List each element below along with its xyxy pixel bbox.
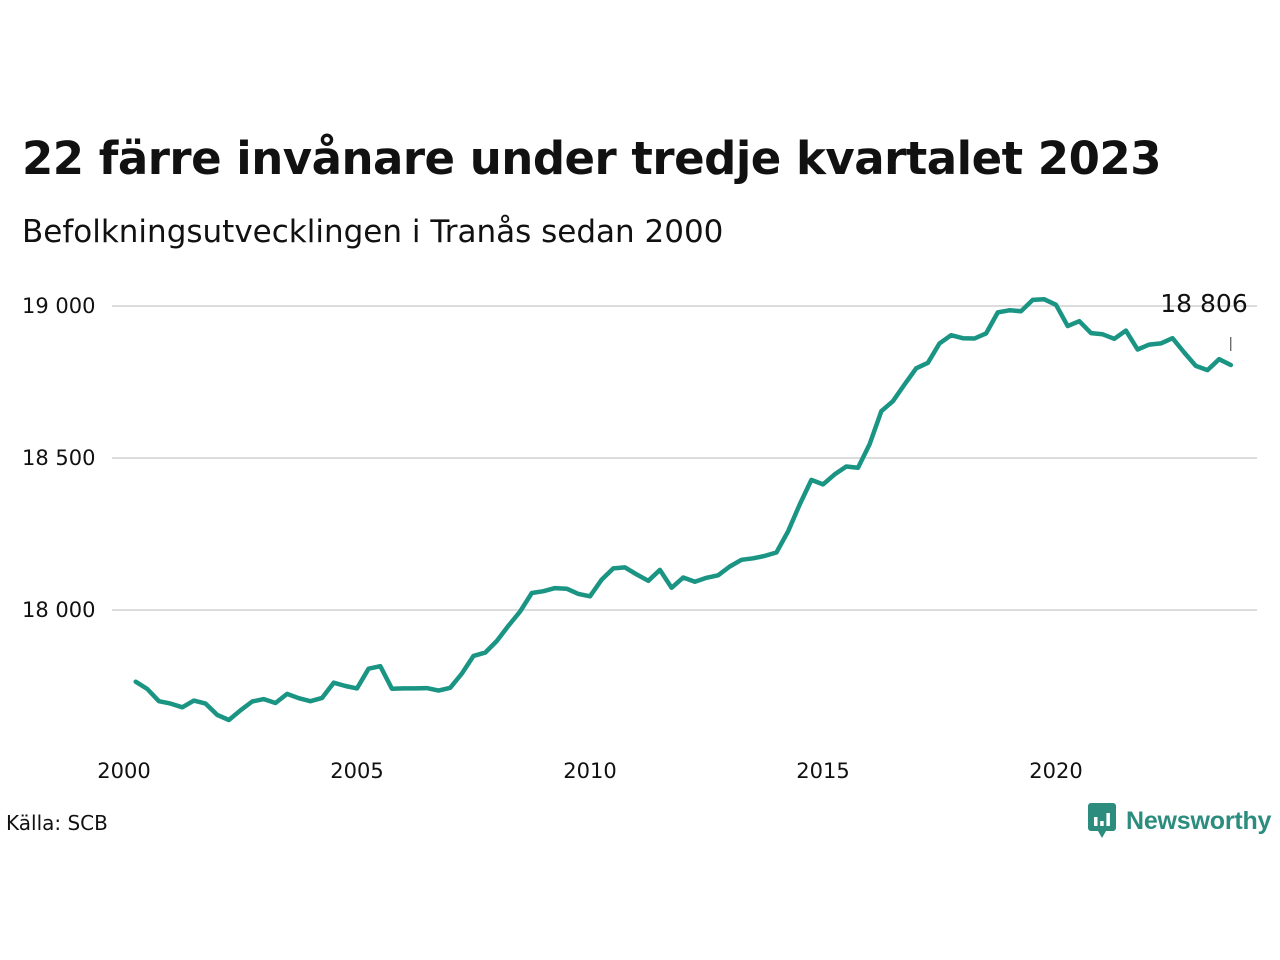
- x-tick-label-2015: 2015: [796, 759, 849, 783]
- last-value-label: 18 806: [1160, 289, 1247, 318]
- chart-title: 22 färre invånare under tredje kvartalet…: [22, 132, 1162, 185]
- chart-subtitle: Befolkningsutvecklingen i Tranås sedan 2…: [22, 214, 724, 250]
- brand-name: Newsworthy: [1126, 806, 1272, 835]
- newsworthy-logo-icon: [1088, 803, 1116, 838]
- x-tick-label-2010: 2010: [563, 759, 616, 783]
- y-tick-label-19000: 19 000: [22, 294, 95, 318]
- source-note: Källa: SCB: [6, 811, 108, 835]
- newsworthy-logo: Newsworthy: [1088, 803, 1271, 839]
- y-tick-label-18500: 18 500: [22, 446, 95, 470]
- x-tick-label-2000: 2000: [97, 759, 150, 783]
- series-line: [133, 297, 1234, 723]
- y-tick-label-18000: 18 000: [22, 598, 95, 622]
- x-tick-label-2005: 2005: [330, 759, 383, 783]
- x-tick-label-2020: 2020: [1029, 759, 1082, 783]
- line-chart: 18 000 18 500 19 000 2000 2005 2010 2015 2020 18…: [22, 289, 1257, 783]
